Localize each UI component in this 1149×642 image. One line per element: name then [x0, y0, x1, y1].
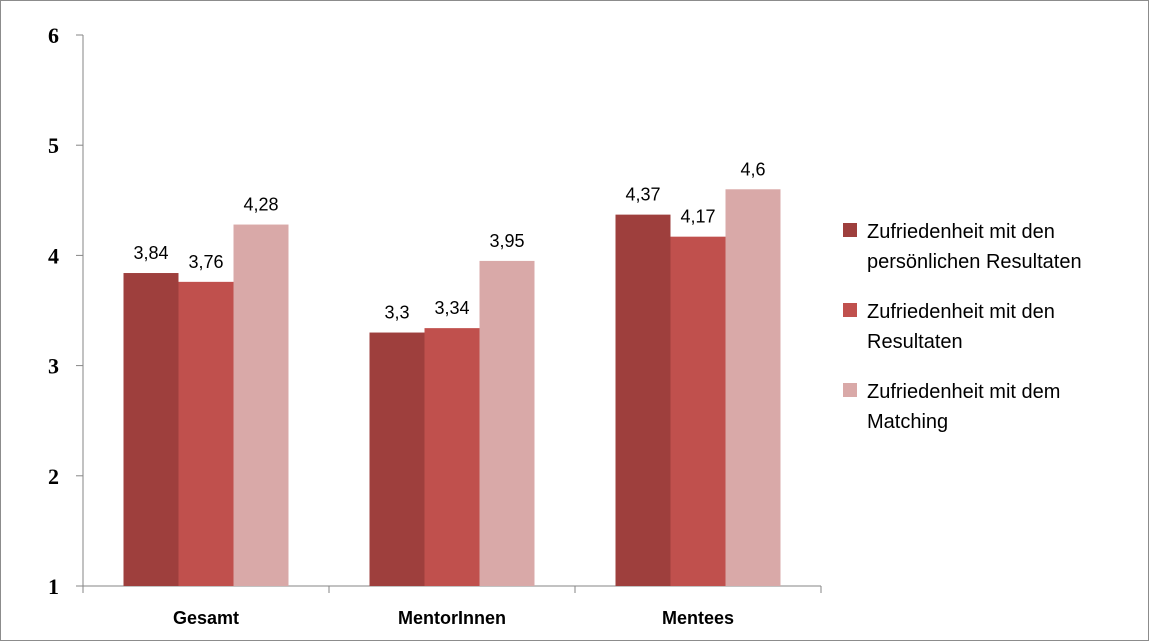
- x-tick-label: Gesamt: [173, 608, 239, 628]
- data-label: 4,28: [243, 195, 278, 215]
- data-label: 4,37: [625, 185, 660, 205]
- bar: [615, 214, 671, 586]
- data-label: 3,3: [384, 303, 409, 323]
- legend-swatch: [843, 383, 857, 397]
- bar: [123, 273, 179, 586]
- bar: [725, 189, 781, 586]
- legend-label: Zufriedenheit mit den: [867, 301, 1055, 323]
- legend-label: Resultaten: [867, 331, 963, 353]
- bar: [424, 328, 480, 586]
- y-tick-label: 6: [48, 23, 59, 48]
- y-tick-label: 2: [48, 464, 59, 489]
- legend-label: Zufriedenheit mit dem: [867, 381, 1060, 403]
- x-tick-label: MentorInnen: [398, 608, 506, 628]
- y-tick-label: 5: [48, 133, 59, 158]
- bars: [123, 189, 781, 586]
- bar: [670, 236, 726, 586]
- legend-swatch: [843, 303, 857, 317]
- data-label: 3,34: [434, 298, 469, 318]
- data-label: 4,17: [680, 207, 715, 227]
- y-tick-label: 4: [48, 243, 59, 268]
- y-tick-label: 3: [48, 354, 59, 379]
- data-label: 4,6: [740, 159, 765, 179]
- x-tick-label: Mentees: [662, 608, 734, 628]
- data-label: 3,95: [489, 231, 524, 251]
- legend-label: Matching: [867, 411, 948, 433]
- y-tick-label: 1: [48, 574, 59, 599]
- legend-swatch: [843, 223, 857, 237]
- bar: [178, 281, 234, 586]
- data-label: 3,76: [188, 252, 223, 272]
- bar: [369, 332, 425, 586]
- data-label: 3,84: [133, 243, 168, 263]
- legend: Zufriedenheit mit den persönlichen Result…: [843, 221, 1082, 433]
- bar: [479, 260, 535, 586]
- legend-label: persönlichen Resultaten: [867, 251, 1082, 273]
- bar: [233, 224, 289, 586]
- legend-label: Zufriedenheit mit den: [867, 221, 1055, 243]
- data-labels: 3,84 3,3 4,37 3,76 3,34 4,17 4,28 3,95 4,6: [133, 159, 765, 322]
